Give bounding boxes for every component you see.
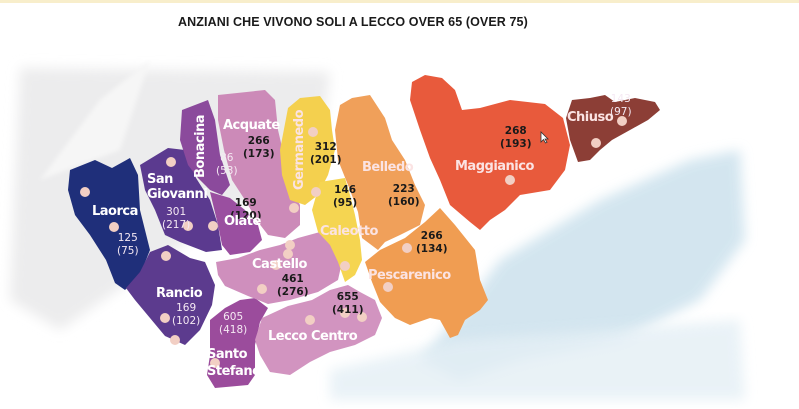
district-acquate[interactable]	[218, 90, 300, 238]
over75-value: (95)	[333, 197, 358, 209]
over65-value: 125	[117, 232, 138, 244]
over75-value: (201)	[310, 154, 342, 166]
district-olate[interactable]	[210, 192, 262, 255]
district-name-castello: Castello	[252, 257, 307, 272]
district-value-acquate: 266 (173)	[243, 135, 275, 161]
over65-value: 266	[247, 135, 270, 147]
over75-value: (134)	[416, 243, 448, 255]
district-value-san-giovanni: 301 (217)	[162, 206, 190, 232]
district-lecco-centro[interactable]	[255, 285, 382, 375]
over65-value: 169	[176, 302, 197, 314]
district-value-rancio: 169 (102)	[172, 302, 200, 328]
map-title: ANZIANI CHE VIVONO SOLI A LECCO OVER 65 …	[178, 15, 528, 29]
over65-value: 312	[314, 141, 337, 153]
over75-value: (53)	[216, 165, 238, 177]
lake-wash-background	[330, 150, 745, 400]
over75-value: (75)	[117, 245, 139, 257]
mouse-cursor-icon	[540, 131, 549, 144]
district-value-germanedo: 312 (201)	[310, 141, 342, 167]
district-rancio[interactable]	[126, 245, 215, 345]
district-name-maggianico: Maggianico	[455, 159, 534, 174]
district-santo-stefano[interactable]	[207, 298, 268, 388]
over65-value: 86	[220, 152, 234, 164]
district-name-caleotto: Caleotto	[320, 224, 378, 239]
over65-value: 146	[334, 184, 357, 196]
district-san-giovanni[interactable]	[140, 148, 222, 252]
district-germanedo[interactable]	[280, 96, 335, 205]
district-name-acquate: Acquate	[223, 118, 280, 133]
over75-value: (173)	[243, 148, 275, 160]
district-maggianico[interactable]	[410, 75, 570, 230]
district-value-maggianico: 268 (193)	[500, 125, 532, 151]
district-value-bonacina: 86 (53)	[216, 152, 238, 178]
district-value-chiuso: 143 (97)	[610, 93, 632, 119]
district-belledo[interactable]	[335, 95, 425, 250]
over75-value: (411)	[332, 304, 364, 316]
district-name-lecco-centro: Lecco Centro	[268, 329, 358, 344]
over65-value: 143	[610, 93, 631, 105]
district-value-pescarenico: 266 (134)	[416, 230, 448, 256]
district-bonacina[interactable]	[180, 100, 230, 195]
over75-value: (276)	[277, 286, 309, 298]
district-name-laorca: Laorca	[92, 204, 138, 219]
over75-value: (97)	[610, 106, 632, 118]
district-chiuso[interactable]	[566, 95, 660, 162]
over65-value: 169	[234, 197, 257, 209]
district-value-caleotto: 146 (95)	[333, 184, 357, 210]
over65-value: 268	[504, 125, 527, 137]
district-name-germanedo: Germanedo	[292, 109, 307, 190]
district-value-olate: 169 (120)	[230, 197, 262, 223]
over65-value: 655	[336, 291, 359, 303]
district-value-castello: 461 (276)	[277, 273, 309, 299]
over75-value: (418)	[219, 324, 248, 336]
over65-value: 223	[392, 183, 415, 195]
district-name-chiuso: Chiuso	[567, 110, 614, 125]
district-name-san-giovanni-1: San	[147, 172, 173, 187]
district-name-olate: Olate	[224, 214, 261, 229]
over65-value: 461	[281, 273, 304, 285]
top-border-strip	[0, 0, 799, 3]
district-value-santo-stefano: 605 (418)	[219, 311, 247, 337]
district-caleotto[interactable]	[312, 178, 362, 282]
district-pescarenico[interactable]	[365, 208, 488, 338]
district-value-laorca: 125 (75)	[117, 232, 139, 258]
district-name-pescarenico: Pescarenico	[368, 268, 451, 283]
location-dots	[80, 116, 627, 368]
over75-value: (160)	[388, 196, 420, 208]
district-name-belledo: Belledo	[362, 160, 414, 175]
district-name-santo-stefano-2: Stefano	[207, 364, 261, 379]
district-value-belledo: 223 (160)	[388, 183, 420, 209]
over65-value: 266	[420, 230, 443, 242]
district-name-rancio: Rancio	[156, 286, 203, 301]
over75-value: (217)	[162, 219, 191, 231]
district-value-lecco-centro: 655 (411)	[332, 291, 364, 317]
district-name-bonacina: Bonacina	[193, 114, 208, 178]
district-name-santo-stefano-1: Santo	[207, 347, 248, 362]
over65-value: 605	[223, 311, 244, 323]
district-name-san-giovanni-2: Giovanni	[147, 187, 208, 202]
over75-value: (193)	[500, 138, 532, 150]
over75-value: (102)	[172, 315, 201, 327]
over65-value: 301	[166, 206, 187, 218]
over75-value: (120)	[230, 210, 262, 222]
